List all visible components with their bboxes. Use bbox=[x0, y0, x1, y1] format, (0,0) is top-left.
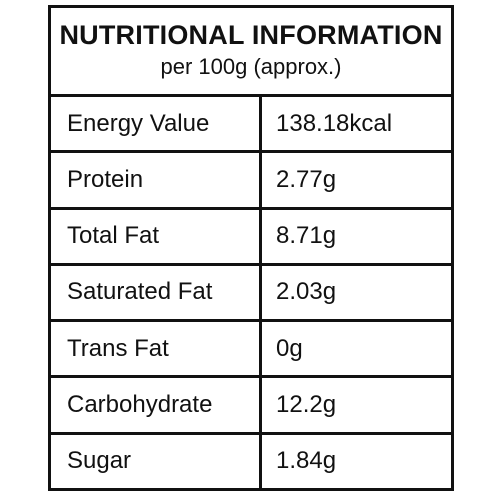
table-row-carbohydrate: Carbohydrate 12.2g bbox=[51, 378, 451, 435]
nutrient-value: 0g bbox=[276, 334, 303, 362]
table-row-energy-value: Energy Value 138.18kcal bbox=[51, 97, 451, 154]
table-subtitle: per 100g (approx.) bbox=[160, 54, 342, 80]
table-row-sugar: Sugar 1.84g bbox=[51, 434, 451, 488]
nutrient-value: 2.77g bbox=[276, 165, 337, 193]
nutrient-label: Protein bbox=[51, 153, 262, 207]
nutrient-value: 2.03g bbox=[276, 278, 337, 306]
nutrient-value: 8.71g bbox=[276, 222, 337, 250]
nutrition-table: NUTRITIONAL INFORMATION per 100g (approx… bbox=[48, 5, 454, 491]
table-row-trans-fat: Trans Fat 0g bbox=[51, 322, 451, 379]
nutrient-label: Trans Fat bbox=[51, 322, 262, 376]
nutrient-rows: Energy Value 138.18kcal Protein 2.77g To… bbox=[51, 97, 451, 488]
nutrient-label: Total Fat bbox=[51, 209, 262, 263]
nutrient-value: 12.2g bbox=[276, 391, 337, 419]
nutrient-value: 138.18kcal bbox=[276, 109, 393, 137]
table-row-protein: Protein 2.77g bbox=[51, 153, 451, 210]
nutrient-label: Saturated Fat bbox=[51, 265, 262, 320]
nutrient-label: Sugar bbox=[51, 434, 262, 488]
table-header: NUTRITIONAL INFORMATION per 100g (approx… bbox=[51, 8, 451, 97]
nutrient-label: Carbohydrate bbox=[51, 378, 262, 432]
nutrient-label: Energy Value bbox=[51, 97, 262, 151]
nutrient-value: 1.84g bbox=[276, 447, 337, 475]
table-row-saturated-fat: Saturated Fat 2.03g bbox=[51, 265, 451, 323]
table-row-total-fat: Total Fat 8.71g bbox=[51, 209, 451, 266]
table-title: NUTRITIONAL INFORMATION bbox=[59, 20, 443, 51]
